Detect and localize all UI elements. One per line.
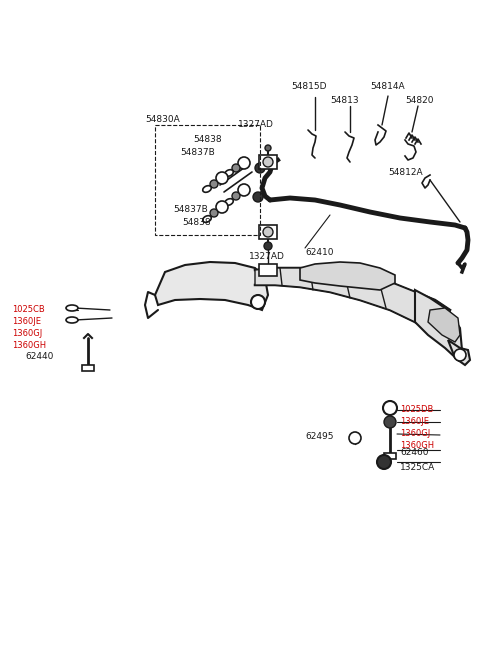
Ellipse shape	[203, 215, 211, 222]
Text: 1360GJ: 1360GJ	[12, 329, 42, 338]
Circle shape	[210, 209, 218, 217]
Circle shape	[216, 172, 228, 184]
Circle shape	[255, 163, 265, 173]
Text: 54820: 54820	[405, 96, 433, 105]
Polygon shape	[300, 262, 395, 290]
Circle shape	[232, 164, 240, 172]
Circle shape	[238, 184, 250, 196]
Bar	[82, 365, 94, 371]
Circle shape	[263, 157, 273, 167]
Circle shape	[263, 227, 273, 237]
Ellipse shape	[66, 317, 78, 323]
Text: 54814A: 54814A	[370, 82, 405, 91]
Circle shape	[349, 432, 361, 444]
Text: 1360GH: 1360GH	[400, 441, 434, 450]
Circle shape	[264, 242, 272, 250]
Bar	[259, 225, 277, 239]
Text: 1025DB: 1025DB	[400, 405, 433, 414]
Bar	[155, 125, 260, 235]
Polygon shape	[448, 340, 470, 365]
Circle shape	[377, 455, 391, 469]
Bar	[384, 453, 396, 459]
Text: 54813: 54813	[330, 96, 359, 105]
Ellipse shape	[225, 170, 233, 176]
Bar	[259, 155, 277, 169]
Ellipse shape	[203, 186, 211, 193]
Circle shape	[210, 180, 218, 188]
Circle shape	[383, 401, 397, 415]
Text: 1025CB: 1025CB	[12, 305, 45, 314]
Circle shape	[216, 201, 228, 213]
Circle shape	[238, 157, 250, 169]
Text: 1360GH: 1360GH	[12, 341, 46, 350]
Polygon shape	[255, 268, 450, 345]
Text: 54815D: 54815D	[291, 82, 326, 91]
Text: 62410: 62410	[305, 248, 334, 257]
Circle shape	[232, 192, 240, 200]
Text: 54812A: 54812A	[388, 168, 422, 177]
Circle shape	[265, 145, 271, 151]
Circle shape	[384, 416, 396, 428]
Ellipse shape	[225, 198, 233, 206]
Ellipse shape	[66, 305, 78, 311]
Text: 1360JE: 1360JE	[12, 317, 41, 326]
Polygon shape	[155, 262, 268, 310]
Polygon shape	[428, 308, 460, 342]
Circle shape	[253, 192, 263, 202]
Text: 54838: 54838	[193, 135, 222, 144]
Text: 1360GJ: 1360GJ	[400, 429, 430, 438]
Text: 62460: 62460	[400, 448, 429, 457]
Text: 62440: 62440	[25, 352, 53, 361]
Bar	[259, 264, 277, 276]
Text: 1327AD: 1327AD	[238, 120, 274, 129]
Text: 1327AD: 1327AD	[249, 252, 285, 261]
Text: 62495: 62495	[305, 432, 334, 441]
Text: 54837B: 54837B	[173, 205, 208, 214]
Polygon shape	[415, 290, 462, 360]
Text: 1360JE: 1360JE	[400, 417, 429, 426]
Text: 54838: 54838	[182, 218, 211, 227]
Text: 1325CA: 1325CA	[400, 463, 435, 472]
Text: 54837B: 54837B	[180, 148, 215, 157]
Circle shape	[454, 349, 466, 361]
Text: 54830A: 54830A	[145, 115, 180, 124]
Circle shape	[251, 295, 265, 309]
